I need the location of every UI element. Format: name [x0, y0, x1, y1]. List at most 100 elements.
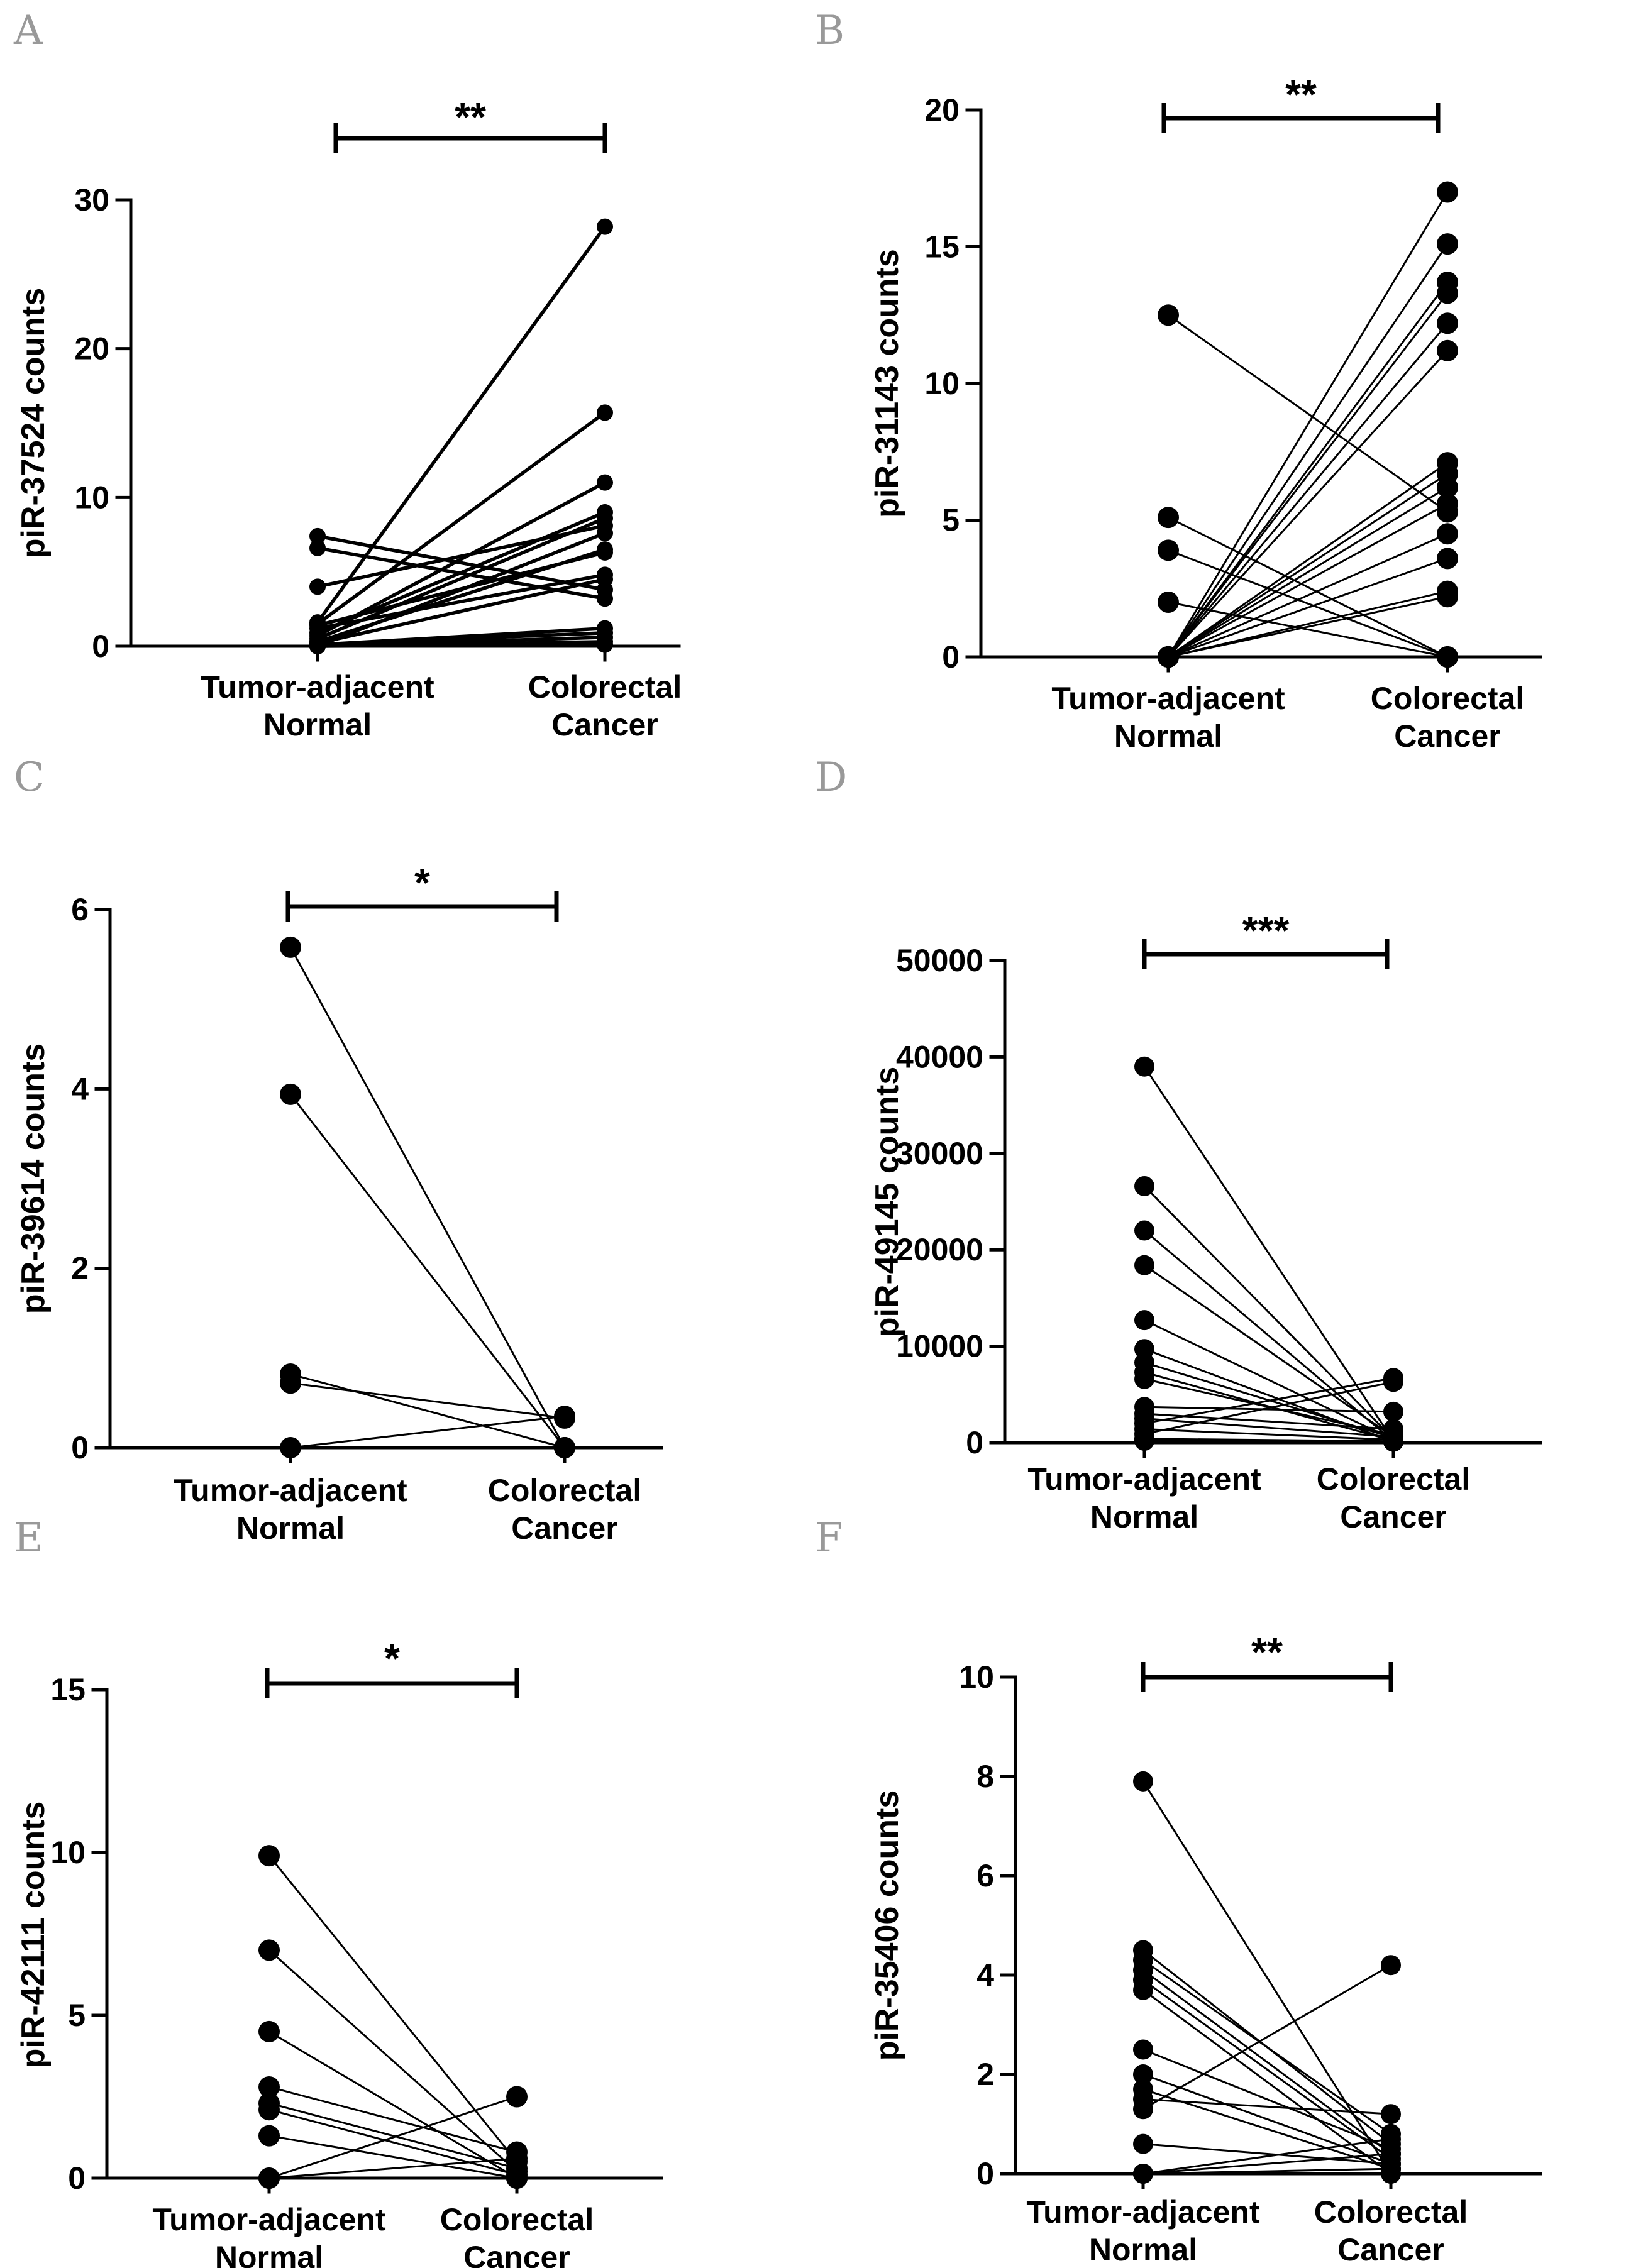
paired-line [1142, 2073, 1391, 2165]
panel-c: C 0 2 4 6 Tumor-adjacent Normal Colorectal Cance… [14, 754, 663, 1546]
y-axis-label: piR-42111 counts [15, 1802, 52, 2069]
y-tick-label: 6 [71, 892, 89, 927]
paired-line [1168, 557, 1448, 658]
data-point-cancer [1381, 2144, 1401, 2164]
x-category-label: Tumor-adjacent Normal [174, 1473, 407, 1546]
y-tick-label: 10 [50, 1835, 86, 1870]
paired-line [1168, 601, 1448, 658]
data-point-cancer [1437, 339, 1458, 361]
x-category-label: Tumor-adjacent Normal [201, 669, 434, 742]
y-tick-label: 20000 [896, 1232, 983, 1267]
data-point-normal [258, 2076, 280, 2098]
paired-line [1168, 487, 1448, 658]
data-point-normal [309, 539, 326, 556]
data-point-cancer [506, 2086, 528, 2108]
paired-line [1168, 549, 1448, 658]
data-point-cancer [597, 525, 613, 542]
data-point-normal [1133, 2164, 1153, 2184]
y-tick-label: 0 [68, 2161, 86, 2196]
y-tick-label: 5 [942, 503, 960, 538]
paired-line [317, 630, 606, 647]
data-point-cancer [1437, 476, 1458, 498]
data-point-cancer [1383, 1431, 1403, 1452]
paired-line [1144, 1319, 1394, 1441]
data-point-cancer [1381, 2104, 1401, 2125]
paired-line [1144, 1230, 1394, 1442]
paired-line [1167, 282, 1449, 658]
data-point-normal [1133, 2064, 1153, 2084]
y-tick-label: 30 [74, 182, 109, 217]
data-point-normal [309, 578, 326, 595]
data-point-normal [309, 527, 326, 544]
panel-a: A 0 10 20 30 Tumor-adjacent Normal Colorectal Ca… [13, 8, 682, 742]
data-point-normal [1134, 1310, 1154, 1331]
data-point-normal [1158, 304, 1179, 326]
data-point-normal [1134, 1368, 1154, 1389]
data-point-normal [1134, 1430, 1154, 1451]
paired-line [1142, 1989, 1391, 2175]
data-point-cancer [1437, 586, 1458, 608]
paired-line [316, 225, 607, 624]
paired-line [1168, 595, 1448, 658]
paired-line [290, 1415, 565, 1449]
paired-line [316, 516, 606, 641]
paired-line [1143, 1065, 1395, 1441]
panel-e: E 0 5 10 15 Tumor-adjacent Normal Colorectal Can… [14, 1515, 663, 2268]
data-point-normal [1158, 592, 1179, 613]
significance-label: *** [1242, 908, 1290, 953]
paired-line [268, 2135, 517, 2179]
y-tick-label: 15 [924, 229, 960, 265]
paired-line [1144, 1428, 1394, 1441]
data-point-normal [280, 1437, 301, 1458]
paired-line [1167, 243, 1449, 658]
paired-line [268, 2096, 517, 2179]
y-axis-label: piR-37524 counts [15, 288, 52, 559]
data-point-cancer [597, 590, 613, 607]
data-point-normal [1133, 1771, 1153, 1792]
data-point-normal [1158, 646, 1179, 668]
data-point-normal [258, 2167, 280, 2189]
paired-line [316, 411, 606, 625]
data-point-normal [1134, 1220, 1154, 1241]
panel-letter: B [815, 8, 844, 54]
x-category-label: Colorectal Cancer [1371, 681, 1525, 754]
x-category-label: Tumor-adjacent Normal [1051, 681, 1285, 754]
paired-line [1142, 2143, 1391, 2165]
data-point-normal [258, 1939, 280, 1961]
y-tick-label: 20 [74, 331, 109, 366]
x-category-label: Colorectal Cancer [1317, 1462, 1471, 1534]
data-point-cancer [1437, 312, 1458, 334]
paired-line [1142, 1959, 1391, 2135]
data-point-normal [1158, 507, 1179, 529]
panel-letter: E [14, 1515, 43, 1561]
paired-line [317, 577, 606, 645]
panel-letter: C [14, 754, 45, 801]
paired-line [289, 1093, 566, 1448]
data-point-normal [258, 2020, 280, 2042]
y-axis-label: piR-31143 counts [869, 249, 905, 518]
data-point-normal [1134, 1255, 1154, 1275]
data-point-normal [1133, 1979, 1153, 2000]
significance-label: ** [1285, 72, 1317, 117]
paired-line [1167, 350, 1449, 658]
paired-line [317, 524, 606, 589]
paired-line [1142, 2167, 1391, 2175]
y-tick-label: 4 [976, 1957, 994, 1993]
data-point-normal [1133, 2099, 1153, 2120]
y-tick-label: 2 [71, 1251, 89, 1286]
data-point-cancer [597, 218, 613, 235]
paired-line [1144, 1380, 1394, 1435]
paired-line [1144, 1406, 1394, 1413]
data-point-cancer [506, 2147, 528, 2169]
y-tick-label: 4 [71, 1071, 89, 1106]
data-point-cancer [1437, 233, 1458, 255]
paired-line [268, 2030, 517, 2179]
paired-line [1143, 1185, 1395, 1440]
y-tick-label: 50000 [896, 943, 983, 978]
y-tick-label: 0 [976, 2156, 994, 2191]
paired-line [1168, 473, 1448, 658]
paired-line [268, 2086, 517, 2154]
paired-line [1142, 1969, 1391, 2155]
y-tick-label: 30000 [896, 1136, 983, 1171]
paired-line [316, 510, 606, 635]
